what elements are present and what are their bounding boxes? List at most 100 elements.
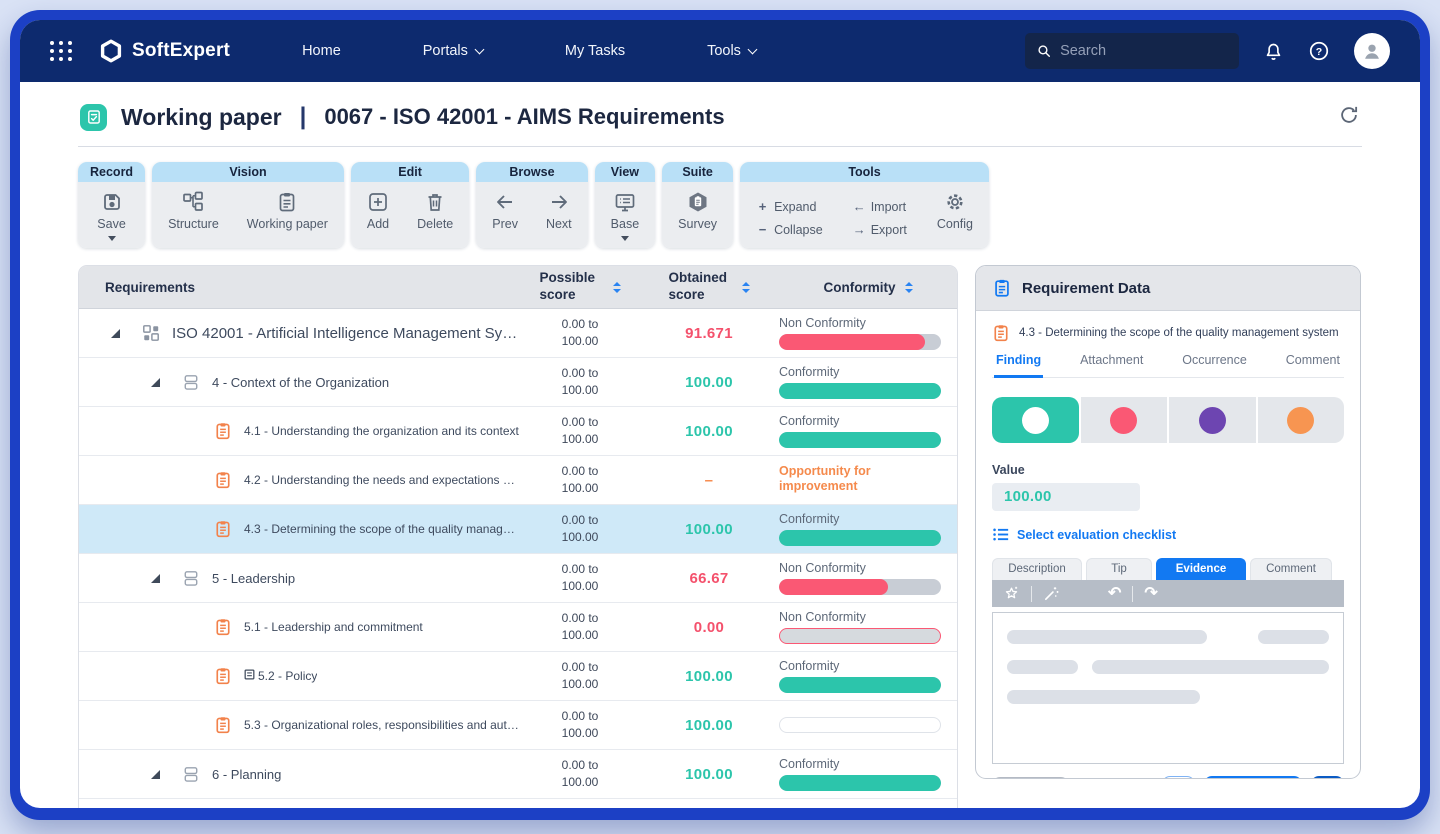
config-button[interactable]: Config <box>937 191 973 231</box>
redo-icon[interactable]: ↷ <box>1144 584 1158 602</box>
possible-score: 0.00 to 100.00 <box>561 415 599 446</box>
expand-button[interactable]: + Expand <box>756 199 823 214</box>
obtained-score: 100.00 <box>685 422 733 440</box>
survey-button[interactable]: Survey <box>678 191 717 231</box>
color-option-pink[interactable] <box>1080 397 1167 443</box>
save-icon <box>103 194 120 210</box>
page-content: Working paper | 0067 - ISO 42001 - AIMS … <box>20 82 1420 808</box>
conformity-label: Conformity <box>779 512 840 527</box>
search-input[interactable] <box>1060 43 1227 59</box>
editor-tab-description[interactable]: Description <box>992 558 1082 580</box>
collapse-button[interactable]: − Collapse <box>756 222 823 237</box>
svg-text:?: ? <box>1316 46 1322 58</box>
sort-icon[interactable] <box>612 281 621 293</box>
column-header-possible-score[interactable]: Possible score <box>521 270 639 304</box>
table-row[interactable]: 5 - Leadership 0.00 to 100.00 66.67 Non … <box>79 554 957 603</box>
search-box[interactable] <box>1025 33 1239 69</box>
document-glyph-icon <box>244 667 255 685</box>
table-header: Requirements Possible score Obtained sco… <box>79 266 957 309</box>
next-requirement-button[interactable] <box>1311 776 1344 778</box>
help-icon[interactable]: ? <box>1308 40 1330 62</box>
arrow-left-icon <box>497 195 513 209</box>
import-button[interactable]: ← Import <box>852 199 907 214</box>
nav-item-home[interactable]: Home <box>302 43 341 59</box>
requirement-type-icon <box>214 618 232 636</box>
requirement-type-icon <box>214 520 232 538</box>
structure-button[interactable]: Structure <box>168 191 219 231</box>
sort-icon[interactable] <box>741 281 750 293</box>
sort-icon[interactable] <box>904 281 913 293</box>
toolbar-separator <box>1132 585 1134 602</box>
evidence-editor[interactable] <box>992 612 1344 764</box>
favorite-star-icon[interactable] <box>1003 585 1020 602</box>
table-row[interactable]: 4 - Context of the Organization 0.00 to … <box>79 358 957 407</box>
table-row[interactable]: ISO 42001 - Artificial Intelligence Mana… <box>79 309 957 358</box>
add-button[interactable]: Add <box>367 191 389 231</box>
arrow-right-icon <box>551 195 567 209</box>
table-row[interactable]: 6 - Planning 0.00 to 100.00 100.00 Confo… <box>79 750 957 799</box>
requirement-type-icon <box>214 716 232 734</box>
editor-tab-evidence[interactable]: Evidence <box>1156 558 1246 580</box>
color-option-purple[interactable] <box>1169 397 1256 443</box>
base-button[interactable]: Base <box>611 191 639 241</box>
possible-score: 0.00 to 100.00 <box>561 366 599 397</box>
delete-button[interactable]: Delete <box>417 191 453 231</box>
refresh-button[interactable] <box>1338 104 1360 131</box>
conformity-label: Conformity <box>779 414 840 429</box>
nav-item-tools[interactable]: Tools <box>707 43 758 59</box>
save-dropdown-caret-icon[interactable] <box>107 236 116 241</box>
tree-expand-caret-icon[interactable] <box>151 769 160 779</box>
cancel-button[interactable]: Cancel <box>992 777 1069 778</box>
tree-expand-caret-icon[interactable] <box>151 377 160 387</box>
logo-text: SoftExpert <box>132 40 231 61</box>
select-evaluation-checklist-link[interactable]: Select evaluation checklist <box>992 526 1344 543</box>
prev-button[interactable]: Prev <box>492 191 518 231</box>
table-row[interactable]: 4.2 - Understanding the needs and expect… <box>79 456 957 505</box>
column-header-requirements: Requirements <box>105 279 196 295</box>
nav-item-my-tasks[interactable]: My Tasks <box>564 43 626 59</box>
editor-tab-comment[interactable]: Comment <box>1250 558 1332 580</box>
tab-finding[interactable]: Finding <box>994 353 1044 378</box>
export-button[interactable]: → Export <box>852 222 907 237</box>
table-row[interactable]: 5.3 - Organizational roles, responsibili… <box>79 701 957 750</box>
panel-body: 4.3 - Determining the scope of the quali… <box>976 311 1360 778</box>
tab-attachment[interactable]: Attachment <box>1080 353 1144 367</box>
next-button[interactable]: Next <box>546 191 572 231</box>
editor-tab-tip[interactable]: Tip <box>1086 558 1152 580</box>
column-header-conformity[interactable]: Conformity <box>779 280 957 295</box>
table-row[interactable]: 5.1 - Leadership and commitment 0.00 to … <box>79 603 957 652</box>
user-avatar[interactable] <box>1354 33 1390 69</box>
base-dropdown-caret-icon[interactable] <box>620 236 629 241</box>
obtained-score: – <box>704 471 714 489</box>
color-option-teal[interactable] <box>992 397 1079 443</box>
app-grid-icon[interactable] <box>50 41 73 61</box>
value-input[interactable]: 100.00 <box>992 483 1140 511</box>
color-option-orange[interactable] <box>1257 397 1344 443</box>
conformity-cell: Conformity <box>779 512 957 546</box>
undo-icon[interactable]: ↶ <box>1108 584 1122 602</box>
save-button[interactable]: Save <box>97 191 126 241</box>
magic-wand-icon[interactable] <box>1043 585 1060 602</box>
tree-expand-caret-icon[interactable] <box>151 573 160 583</box>
working-paper-button[interactable]: Working paper <box>247 191 328 231</box>
trash-icon <box>428 194 442 211</box>
panel-header: Requirement Data <box>976 266 1360 311</box>
table-row[interactable]: 4.1 - Understanding the organization and… <box>79 407 957 456</box>
obtained-score: 100.00 <box>685 520 733 538</box>
confirm-button[interactable]: Confirm <box>1204 776 1302 778</box>
tab-comment[interactable]: Comment <box>1285 353 1340 367</box>
conformity-label: Opportunity for improvement <box>779 464 871 493</box>
tab-occurrence[interactable]: Occurrence <box>1182 353 1247 367</box>
table-row[interactable]: 5.2 - Policy 0.00 to 100.00 100.00 Confo… <box>79 652 957 701</box>
nav-item-portals[interactable]: Portals <box>423 43 485 59</box>
ribbon-group-view: View Base <box>594 162 656 248</box>
conformity-cell: Non Conformity <box>779 316 957 350</box>
requirement-title: ISO 42001 - Artificial Intelligence Mana… <box>172 324 521 342</box>
column-header-obtained-score[interactable]: Obtained score <box>639 270 779 304</box>
tree-expand-caret-icon[interactable] <box>111 328 120 338</box>
previous-requirement-button[interactable] <box>1162 776 1196 778</box>
notifications-bell-icon[interactable] <box>1263 41 1284 62</box>
softexpert-logo[interactable]: SoftExpert <box>99 39 230 63</box>
page-title: Working paper <box>121 103 282 130</box>
table-row[interactable]: 4.3 - Determining the scope of the quali… <box>79 505 957 554</box>
